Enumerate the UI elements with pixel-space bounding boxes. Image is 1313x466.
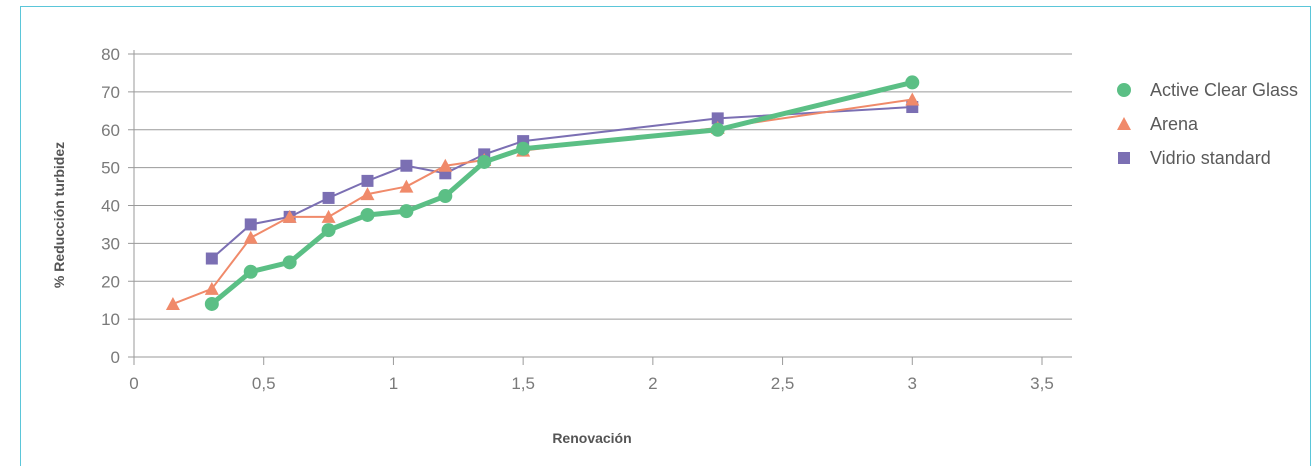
legend-marker [1118,152,1130,164]
chart-frame [20,6,1311,466]
data-point [204,281,219,295]
y-tick-label: 30 [101,234,120,253]
data-point [905,75,920,90]
data-point [399,179,414,193]
y-tick-label: 80 [101,45,120,64]
x-tick-label: 0 [129,374,138,393]
data-point [400,159,413,172]
data-point [321,223,336,238]
legend: Active Clear Glass Arena Vidrio standard [1117,80,1298,168]
x-tick-label: 2 [648,374,657,393]
legend-entry: Active Clear Glass [1117,80,1298,100]
y-tick-label: 20 [101,272,120,291]
legend-marker [1117,117,1131,130]
legend-marker [1117,83,1131,97]
data-point [438,189,453,204]
y-axis-ticks: 0 10 20 30 40 50 60 70 80 [101,45,134,367]
y-tick-label: 70 [101,83,120,102]
legend-entry: Vidrio standard [1118,148,1271,168]
y-tick-label: 50 [101,159,120,178]
x-tick-label: 3 [908,374,917,393]
legend-label: Active Clear Glass [1150,80,1298,100]
data-point [361,174,374,187]
data-point [399,204,414,219]
data-point [360,207,375,222]
x-tick-label: 0,5 [252,374,276,393]
x-tick-label: 2,5 [771,374,795,393]
axes [133,50,1072,358]
data-point [204,296,219,311]
data-point [360,187,375,201]
y-tick-label: 60 [101,121,120,140]
data-point [710,122,725,137]
data-point [477,154,492,169]
data-point [165,296,180,310]
series-active-clear-glass [204,75,920,311]
y-tick-label: 10 [101,310,120,329]
data-point [711,112,724,125]
data-point [321,209,336,223]
plot-area [165,75,920,311]
y-tick-label: 0 [111,348,120,367]
x-tick-label: 3,5 [1030,374,1054,393]
series-vidrio-standard [205,101,919,265]
series-arena [165,92,920,310]
data-point [282,255,297,270]
data-point [243,230,258,244]
y-tick-label: 40 [101,197,120,216]
x-tick-label: 1,5 [511,374,535,393]
data-point [244,218,257,231]
legend-label: Vidrio standard [1150,148,1271,168]
data-point [205,252,218,265]
data-point [243,264,258,279]
legend-label: Arena [1150,114,1199,134]
x-tick-label: 1 [389,374,398,393]
data-point [905,92,920,106]
x-axis-ticks: 0 0,5 1 1,5 2 2,5 3 3,5 [129,357,1054,393]
x-axis-title: Renovación [552,430,631,446]
y-axis-title: % Reducción turbidez [51,142,67,288]
data-point [282,209,297,223]
legend-entry: Arena [1117,114,1199,134]
data-point [516,141,531,156]
data-point [438,158,453,172]
data-point [322,191,335,204]
grid-lines [134,53,1072,320]
